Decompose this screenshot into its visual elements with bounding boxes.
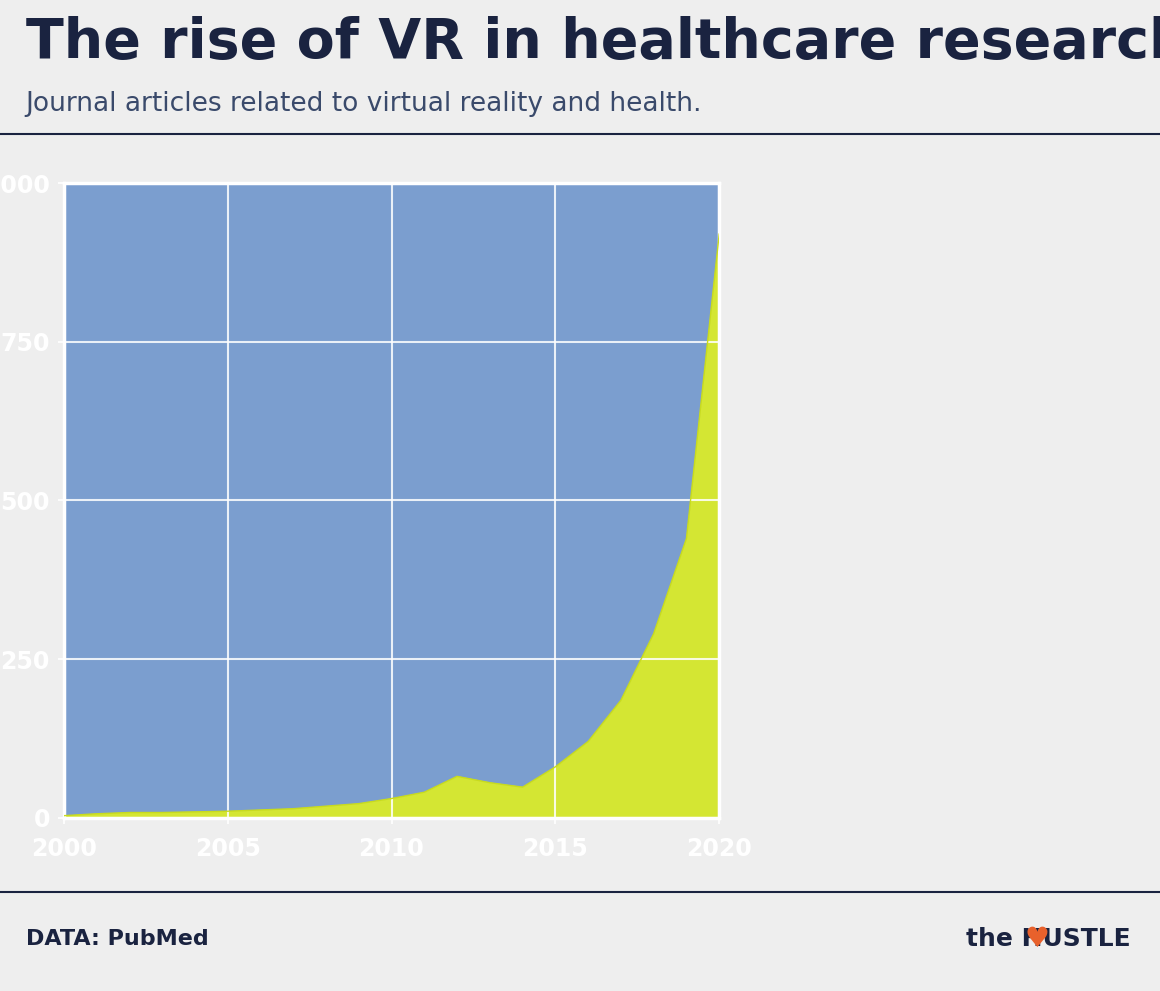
- Text: the HUSTLE: the HUSTLE: [966, 928, 1131, 951]
- Text: Journal articles related to virtual reality and health.: Journal articles related to virtual real…: [26, 91, 702, 117]
- Text: The rise of VR in healthcare research: The rise of VR in healthcare research: [26, 16, 1160, 70]
- Text: ♥: ♥: [1025, 926, 1050, 953]
- Text: DATA: PubMed: DATA: PubMed: [26, 930, 209, 949]
